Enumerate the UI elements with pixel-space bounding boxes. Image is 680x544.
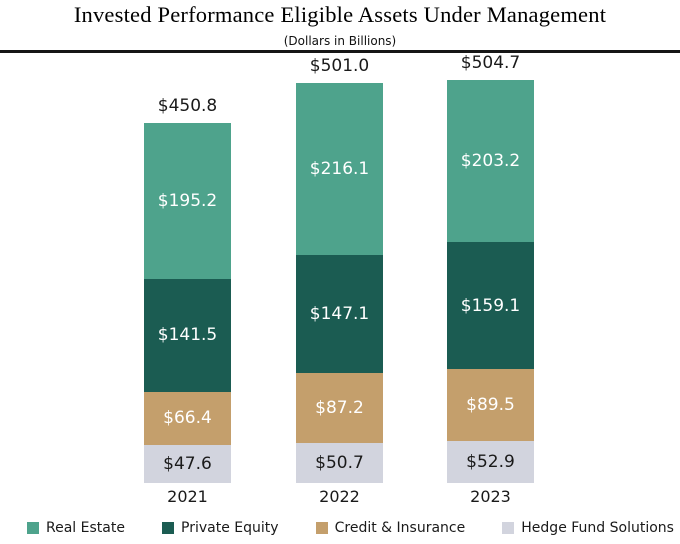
- legend-label: Private Equity: [181, 520, 279, 536]
- year-label-2022: 2022: [319, 487, 360, 506]
- segment-value-label: $89.5: [466, 395, 515, 415]
- title-divider-rule: [0, 50, 680, 53]
- legend-swatch-private-equity: [162, 522, 175, 534]
- segment-real-estate-2022: $216.1: [296, 82, 383, 256]
- total-label-2023: $504.7: [460, 52, 521, 73]
- bar-2021: $195.2 $141.5 $66.4 $47.6: [144, 123, 231, 483]
- segment-value-label: $203.2: [460, 151, 521, 172]
- segment-value-label: $216.1: [309, 159, 370, 180]
- legend-swatch-real-estate: [27, 522, 39, 534]
- chart-title: Invested Performance Eligible Assets Und…: [73, 2, 607, 27]
- segment-value-label: $66.4: [163, 408, 212, 429]
- segment-private-equity-2023: $159.1: [447, 242, 534, 370]
- segment-credit-insurance-2021: $66.4: [144, 391, 231, 445]
- year-label-2023: 2023: [470, 487, 511, 506]
- legend: Real Estate Private Equity Credit & Insura…: [27, 518, 674, 538]
- segment-real-estate-2021: $195.2: [144, 123, 231, 279]
- segment-hedge-fund-solutions-2021: $47.6: [144, 444, 231, 483]
- bar-2022: $216.1 $147.1 $87.2 $50.7: [296, 82, 383, 483]
- segment-credit-insurance-2023: $89.5: [447, 369, 534, 441]
- total-label-2022: $501.0: [309, 55, 370, 76]
- legend-item-hedge-fund-solutions: Hedge Fund Solutions: [502, 520, 674, 536]
- legend-item-real-estate: Real Estate: [27, 520, 125, 536]
- segment-value-label: $50.7: [315, 452, 364, 473]
- segment-private-equity-2022: $147.1: [296, 255, 383, 373]
- bar-2023: $203.2 $159.1 $89.5 $52.9: [447, 79, 534, 483]
- total-label-2021: $450.8: [157, 96, 218, 116]
- year-label-2021: 2021: [167, 487, 208, 506]
- segment-real-estate-2023: $203.2: [447, 79, 534, 243]
- legend-item-credit-insurance: Credit & Insurance: [315, 520, 466, 536]
- segment-value-label: $52.9: [466, 451, 515, 472]
- segment-private-equity-2021: $141.5: [144, 278, 231, 392]
- segment-value-label: $195.2: [157, 190, 218, 211]
- segment-hedge-fund-solutions-2022: $50.7: [296, 442, 383, 483]
- legend-swatch-hedge-fund-solutions: [502, 522, 515, 534]
- segment-value-label: $47.6: [163, 453, 212, 474]
- legend-label: Real Estate: [46, 520, 125, 536]
- segment-value-label: $141.5: [157, 325, 218, 346]
- legend-label: Credit & Insurance: [334, 520, 466, 536]
- legend-item-private-equity: Private Equity: [162, 520, 279, 536]
- legend-swatch-credit-insurance: [315, 522, 328, 534]
- chart-subtitle: (Dollars in Billions): [283, 34, 397, 48]
- segment-value-label: $147.1: [309, 304, 370, 325]
- legend-label: Hedge Fund Solutions: [521, 520, 674, 536]
- segment-credit-insurance-2022: $87.2: [296, 372, 383, 443]
- segment-value-label: $159.1: [460, 295, 521, 316]
- segment-value-label: $87.2: [315, 397, 364, 418]
- segment-hedge-fund-solutions-2023: $52.9: [447, 440, 534, 483]
